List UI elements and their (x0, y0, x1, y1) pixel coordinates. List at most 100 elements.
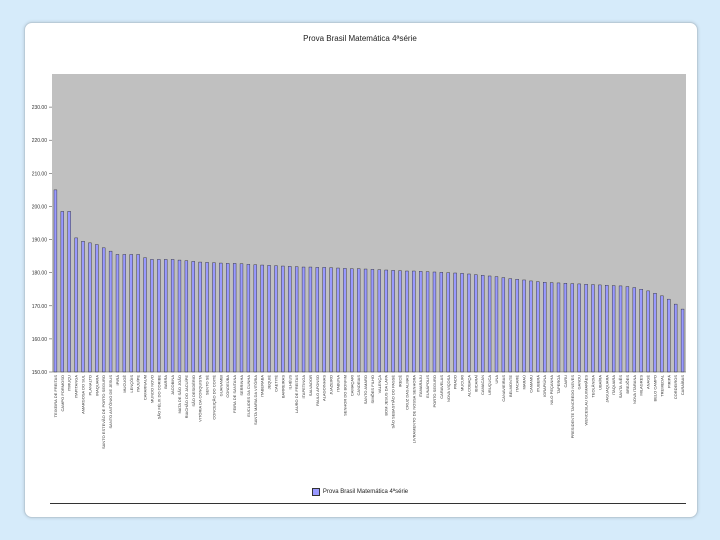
x-tick-label: TEOLÂNDIA (590, 375, 595, 398)
x-tick-label: PAULO AFONSO (315, 375, 320, 406)
x-tick-label: NILO PEÇANHA (549, 375, 554, 405)
x-tick-label: GANDU (577, 375, 582, 390)
bar (522, 279, 526, 373)
bar (370, 269, 375, 373)
x-tick-label: MUNDO NOVO (149, 375, 154, 403)
x-tick-label: MATA DE SÃO JOÃO (177, 375, 182, 414)
bar (467, 273, 471, 373)
x-tick-label: ITAPITANGA (74, 375, 79, 399)
bar (412, 270, 416, 373)
bar (60, 211, 64, 373)
x-tick-label: ILHÉUS (287, 375, 292, 390)
bar (529, 280, 533, 373)
bar (267, 265, 271, 373)
x-tick-label: ITABUNA (335, 375, 340, 392)
x-tick-label: CARAÍBAS (680, 375, 685, 396)
x-tick-label: FEIRA DE SANTANA (232, 375, 237, 413)
x-tick-label: CANAVIEIRAS (501, 375, 506, 402)
x-tick-label: ALAGOINHAS (322, 375, 327, 401)
x-tick-label: PORTO SEGURO (432, 375, 437, 408)
bar (384, 269, 388, 373)
bar (556, 282, 561, 373)
bar (253, 264, 257, 373)
x-tick-label: ITAQUARA (611, 375, 616, 395)
bar (577, 283, 581, 373)
bar (108, 250, 113, 373)
x-tick-label: MUCURI (460, 375, 465, 391)
chart-title: Prova Brasil Matemática 4ªsérie (303, 34, 417, 43)
y-tick-label: 170.00 (32, 304, 48, 310)
x-tick-label: SENTO SÉ (205, 375, 210, 395)
x-tick-label: MILAGRES (639, 375, 644, 396)
bar (653, 293, 657, 373)
bar (605, 285, 609, 373)
x-tick-label: CONDEÚBA (225, 375, 230, 398)
x-tick-label: VITÓRIA DA CONQUISTA (198, 375, 203, 422)
x-tick-label: JACOBINA (170, 375, 175, 395)
bar (460, 273, 464, 373)
x-tick-label: SALVADOR (308, 375, 313, 396)
x-tick-label: SANTO AMARO (363, 375, 368, 404)
x-tick-label: NOVA VIÇOSA (446, 375, 451, 402)
bar (446, 272, 450, 373)
bar (481, 275, 485, 373)
bar (212, 262, 216, 373)
bar (350, 268, 354, 373)
x-tick-label: TAPEROÁ (556, 375, 561, 394)
bar (115, 254, 120, 373)
bar (405, 270, 409, 373)
bar (136, 254, 140, 373)
x-tick-label: BREJÕES (625, 375, 630, 394)
x-tick-label: EUCLIDES DA CUNHA (246, 375, 251, 417)
legend: Prova Brasil Matemática 4ªsérie (0, 488, 720, 496)
footer-divider (50, 503, 686, 504)
bar (88, 242, 92, 373)
x-tick-label: ALCOBAÇA (466, 375, 471, 397)
y-tick-label: 160.00 (32, 337, 48, 343)
x-axis-labels: TEIXEIRA DE FREITAS CAMPO FORMOSO ITIRUÇU I… (53, 374, 685, 449)
bar (584, 284, 588, 373)
bar (143, 257, 147, 373)
y-tick-label: 210.00 (32, 171, 48, 177)
y-tick-label: 220.00 (32, 138, 48, 144)
bar (95, 244, 99, 373)
bar (674, 303, 678, 373)
bar (67, 211, 71, 373)
bar (453, 272, 457, 373)
x-tick-label: ITIRUÇU (67, 375, 72, 391)
bar (377, 269, 381, 373)
bar (150, 259, 154, 373)
x-tick-label: PRADO (453, 375, 458, 389)
x-tick-label: SÃO FÉLIX DO CORIBE (156, 375, 161, 420)
y-axis: 150.00 160.00 170.00 180.00 190.00 200.00 210.… (32, 105, 52, 376)
x-tick-label: SENHOR DO BONFIM (342, 375, 347, 416)
x-tick-label: ANAGÉ (646, 375, 651, 389)
bar (315, 267, 319, 373)
x-tick-label: CANDEIAS (356, 375, 361, 396)
bar (543, 282, 547, 373)
y-tick-label: 190.00 (32, 238, 48, 244)
x-tick-label: BELO CAMPO (652, 375, 657, 401)
x-tick-label: TEIXEIRA DE FREITAS (53, 375, 58, 418)
x-tick-label: JUAZEIRO (329, 375, 334, 395)
bar (219, 262, 223, 373)
bar (343, 268, 347, 373)
x-tick-label: CAETITÉ (273, 375, 278, 392)
bar (329, 267, 333, 373)
x-tick-label: JAGUAQUARA (604, 375, 609, 403)
x-tick-label: UNA (494, 375, 499, 384)
x-tick-label: WENCESLAU GUIMARÃES (584, 375, 589, 426)
x-tick-label: VALENÇA (377, 375, 382, 394)
bar (363, 268, 368, 373)
y-tick-label: 180.00 (32, 271, 48, 277)
bar (288, 266, 292, 373)
bar (549, 282, 554, 373)
bar (336, 267, 340, 373)
x-tick-label: SANTA INÊS (618, 375, 623, 399)
x-tick-label: IGRAPIÚNA (542, 375, 547, 397)
legend-swatch (311, 488, 320, 496)
bar (239, 263, 244, 373)
x-tick-label: CONCEIÇÃO DO COITÉ (211, 375, 216, 420)
bar (439, 272, 444, 373)
